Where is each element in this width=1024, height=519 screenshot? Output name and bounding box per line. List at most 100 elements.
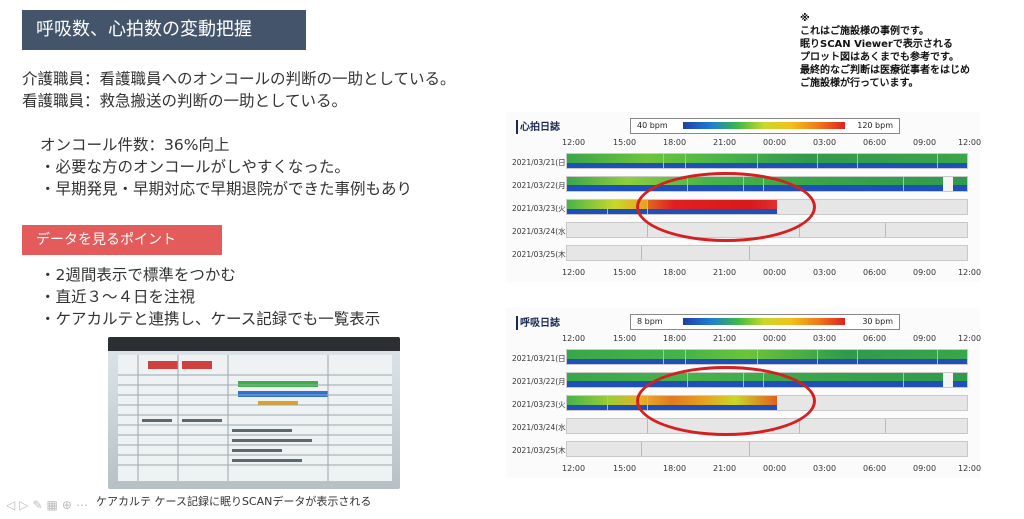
time-tick: 06:00	[863, 334, 887, 343]
legend-max: 120 bpm	[857, 121, 893, 130]
points-bullet-3: ・ケアカルテと連携し、ケース記録でも一覧表示	[40, 310, 381, 328]
event-tick	[885, 223, 886, 237]
event-tick	[885, 419, 886, 433]
slides-icon[interactable]: ▦	[46, 498, 62, 512]
time-tick: 12:00	[562, 334, 586, 343]
oncall-headline: オンコール件数：36%向上	[40, 136, 230, 154]
time-tick: 06:00	[863, 138, 887, 147]
time-tick: 03:00	[813, 268, 837, 277]
event-tick	[903, 177, 904, 191]
time-tick: 15:00	[613, 268, 637, 277]
event-tick	[937, 154, 938, 168]
time-tick: 12:00	[958, 334, 982, 343]
screen-content-icon	[118, 355, 392, 481]
time-tick: 09:00	[913, 464, 937, 473]
row-date: 2021/03/23(火)	[512, 204, 569, 213]
time-tick: 12:00	[958, 138, 982, 147]
row-date: 2021/03/24(水)	[512, 227, 569, 236]
prev-slide-icon[interactable]: ◁	[6, 498, 20, 512]
heart-rate-chart: 心拍日誌 40 bpm 120 bpm 12:00 15:00 18:00 21…	[506, 112, 982, 282]
event-tick	[607, 200, 608, 214]
time-tick: 21:00	[713, 268, 737, 277]
zoom-icon[interactable]: ⊕	[61, 498, 76, 512]
chart-title: 心拍日誌	[520, 122, 560, 133]
color-legend: 40 bpm 120 bpm	[630, 118, 900, 134]
day-strip	[566, 245, 968, 261]
legend-min: 8 bpm	[637, 317, 663, 326]
monitor-screen	[118, 355, 392, 481]
event-tick	[641, 246, 642, 260]
highlight-ellipse	[636, 172, 816, 242]
time-tick: 15:00	[613, 334, 637, 343]
time-tick: 15:00	[613, 138, 637, 147]
row-date: 2021/03/25(木)	[512, 250, 569, 259]
event-tick	[937, 350, 938, 364]
presentation-toolbar[interactable]: ◁▷✎▦⊕⋯	[6, 498, 92, 512]
time-tick: 12:00	[562, 464, 586, 473]
day-strip	[566, 153, 968, 169]
event-tick	[647, 419, 648, 433]
note-line: プロット図はあくまでも参考です。	[800, 52, 959, 63]
title-rule	[516, 120, 518, 134]
slide-title: 呼吸数、心拍数の変動把握	[22, 10, 306, 50]
time-tick: 03:00	[813, 334, 837, 343]
event-tick	[749, 246, 750, 260]
time-tick: 09:00	[913, 268, 937, 277]
note-line: 眠りSCAN Viewerで表示される	[800, 39, 953, 50]
oncall-bullet-1: ・必要な方のオンコールがしやすくなった。	[40, 158, 350, 176]
note-line: これはご施設様の事例です。	[800, 26, 929, 37]
time-tick: 00:00	[763, 334, 787, 343]
time-tick: 03:00	[813, 138, 837, 147]
event-tick	[799, 223, 800, 237]
day-strip	[566, 441, 968, 457]
note-line: ※	[800, 13, 810, 24]
staff-line-care: 介護職員：看護職員へのオンコールの判断の一助としている。	[22, 70, 456, 88]
pen-icon[interactable]: ✎	[32, 498, 47, 512]
time-tick: 12:00	[562, 268, 586, 277]
row-date: 2021/03/22(月)	[512, 181, 569, 190]
row-date: 2021/03/23(火)	[512, 400, 569, 409]
points-bullet-2: ・直近３～４日を注視	[40, 288, 196, 306]
oncall-bullet-2: ・早期発見・早期対応で早期退院ができた事例もあり	[40, 180, 413, 198]
event-tick	[749, 442, 750, 456]
time-tick: 21:00	[713, 334, 737, 343]
event-tick	[799, 419, 800, 433]
color-legend: 8 bpm 30 bpm	[630, 314, 900, 330]
staff-line-nurse: 看護職員：救急搬送の判断の一助としている。	[22, 92, 348, 110]
more-icon[interactable]: ⋯	[75, 498, 92, 512]
time-tick: 09:00	[913, 334, 937, 343]
next-slide-icon[interactable]: ▷	[19, 498, 33, 512]
time-tick: 09:00	[913, 138, 937, 147]
highlight-ellipse	[636, 366, 816, 436]
event-tick	[641, 442, 642, 456]
day-strip	[566, 349, 968, 365]
time-tick: 18:00	[663, 334, 687, 343]
time-tick: 12:00	[958, 464, 982, 473]
time-tick: 15:00	[613, 464, 637, 473]
time-tick: 21:00	[713, 138, 737, 147]
legend-gradient	[683, 122, 845, 129]
event-tick	[817, 350, 818, 364]
time-tick: 21:00	[713, 464, 737, 473]
event-tick	[857, 350, 858, 364]
legend-min: 40 bpm	[637, 121, 668, 130]
event-tick	[857, 154, 858, 168]
time-tick: 18:00	[663, 464, 687, 473]
legend-gradient	[683, 318, 845, 325]
time-tick: 18:00	[663, 268, 687, 277]
event-tick	[647, 223, 648, 237]
legend-max: 30 bpm	[862, 317, 893, 326]
row-date: 2021/03/22(月)	[512, 377, 569, 386]
time-tick: 00:00	[763, 268, 787, 277]
photo-caption: ケアカルテ ケース記録に眠りSCANデータが表示される	[96, 495, 372, 508]
row-date: 2021/03/25(木)	[512, 446, 569, 455]
row-date: 2021/03/24(水)	[512, 423, 569, 432]
time-tick: 00:00	[763, 464, 787, 473]
time-tick: 18:00	[663, 138, 687, 147]
monitor-bezel	[108, 337, 400, 351]
points-label: データを見るポイント	[22, 225, 222, 255]
row-date: 2021/03/21(日)	[512, 158, 569, 167]
respiration-chart: 呼吸日誌 8 bpm 30 bpm 12:00 15:00 18:00 21:0…	[506, 308, 982, 478]
title-rule	[516, 316, 518, 330]
time-tick: 06:00	[863, 268, 887, 277]
